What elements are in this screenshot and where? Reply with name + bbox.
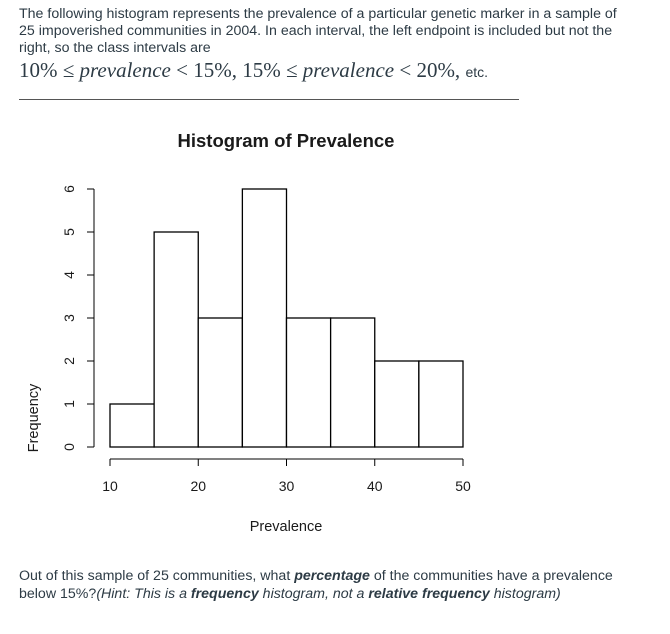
x-tick-label: 10 [102, 478, 118, 494]
x-axis: 10 20 30 40 50 [102, 458, 471, 494]
x-tick-label: 40 [367, 478, 383, 494]
histogram-bar [329, 317, 376, 448]
class-interval-formula: 10% ≤ prevalence < 15%, 15% ≤ prevalence… [19, 58, 488, 83]
intro-text: The following histogram represents the p… [19, 6, 617, 56]
histogram-bar [109, 403, 155, 448]
y-tick-label: 5 [61, 228, 77, 236]
histogram-bar [418, 360, 464, 448]
math-right-bound-2: 20%, [416, 58, 461, 82]
x-tick-label: 30 [279, 478, 295, 494]
math-var-2: prevalence [302, 58, 395, 82]
question-part-1: Out of this sample of 25 communities, wh… [19, 568, 295, 584]
math-lt-2: < [399, 58, 412, 82]
math-lt-1: < [176, 58, 188, 82]
divider-rule [19, 99, 519, 100]
math-le-2: ≤ [285, 58, 298, 82]
hint-emphasis-relative-frequency: relative frequency [368, 585, 490, 602]
hint-part-3: histogram) [489, 585, 561, 602]
y-tick-label: 1 [61, 400, 77, 408]
question-text: Out of this sample of 25 communities, wh… [19, 568, 639, 603]
math-left-bound-1: 10% [19, 58, 58, 82]
x-tick-label: 20 [190, 478, 206, 494]
histogram-bars [109, 188, 464, 448]
y-tick-label: 0 [61, 443, 77, 451]
x-tick-label: 50 [455, 478, 471, 494]
hint-emphasis-frequency: frequency [190, 585, 259, 602]
histogram-chart: Histogram of Prevalence Prevalence Frequ… [26, 130, 471, 535]
y-axis-label: Frequency [26, 383, 42, 452]
histogram-bar [374, 360, 420, 448]
chart-title: Histogram of Prevalence [178, 130, 395, 151]
math-left-bound-2: 15% [242, 58, 281, 82]
hint-part-1: (Hint: This is a [96, 585, 191, 602]
question-part-3: of the communities have a prevalence bel… [19, 568, 613, 602]
x-axis-label: Prevalence [250, 519, 323, 535]
math-etc: etc. [465, 64, 489, 80]
histogram-bar [153, 231, 199, 448]
y-axis: 0 1 2 3 4 5 6 [61, 185, 95, 451]
y-tick-label: 4 [61, 271, 77, 279]
y-tick-label: 6 [61, 185, 77, 193]
histogram-bar [241, 188, 288, 448]
math-le-1: ≤ [62, 58, 75, 82]
hint-part-2: histogram, not a [258, 585, 369, 602]
histogram-bar [285, 317, 332, 448]
y-tick-label: 3 [61, 314, 77, 322]
math-right-bound-1: 15%, [193, 58, 237, 82]
y-tick-label: 2 [61, 357, 77, 365]
math-var-1: prevalence [79, 58, 171, 82]
histogram-bar [197, 317, 244, 448]
question-emphasis-percentage: percentage [294, 568, 370, 584]
